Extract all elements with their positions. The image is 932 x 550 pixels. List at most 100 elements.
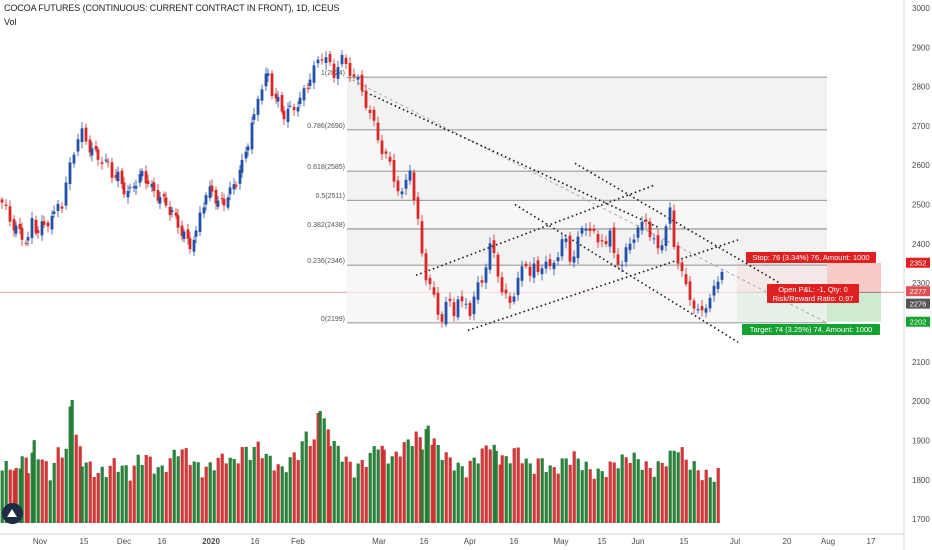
candle-body	[516, 277, 520, 296]
price-tick-label: 2700	[912, 122, 930, 131]
candle-body	[122, 182, 126, 195]
volume-bar	[104, 477, 108, 523]
volume-bar	[328, 445, 332, 523]
candle-body	[420, 221, 424, 254]
candle-body	[632, 239, 636, 243]
candle-body	[308, 79, 312, 86]
candle-body	[216, 200, 220, 207]
candle-body	[244, 151, 248, 159]
target-label: Target: 74 (3.25%) 74, Amount: 1000	[750, 325, 873, 334]
candle-body	[180, 225, 184, 236]
volume-bar	[60, 457, 64, 523]
stop-label: Stop: 76 (3.34%) 76, Amount: 1000	[752, 253, 869, 262]
fibonacci-retracement[interactable]: 1(2824)0.786(2690)0.618(2585)0.5(2511)0.…	[307, 70, 828, 324]
fib-level-label: 0.236(2346)	[307, 258, 345, 265]
candle-body	[596, 234, 600, 243]
price-tick-label: 2800	[912, 83, 930, 92]
volume-bar	[656, 461, 660, 523]
candle-body	[520, 266, 524, 281]
volume-bar	[232, 458, 236, 523]
volume-bar	[604, 477, 608, 523]
volume-bar	[452, 470, 456, 523]
volume-bar	[276, 464, 280, 523]
candle-body	[468, 303, 472, 316]
volume-label: Vol	[4, 17, 17, 27]
fib-level-label: 0(2199)	[321, 316, 345, 323]
candle-body	[94, 145, 98, 150]
candle-body	[652, 238, 656, 240]
volume-bar	[636, 459, 640, 523]
fib-level-label: 0.786(2690)	[307, 123, 345, 130]
dotted-trendline	[415, 184, 656, 277]
volume-bar	[100, 466, 104, 523]
volume-bar	[398, 456, 402, 523]
candle-body	[452, 302, 456, 317]
candle-body	[620, 264, 624, 266]
candle-body	[476, 282, 480, 300]
volume-bar	[372, 446, 376, 523]
volume-bar	[68, 406, 72, 523]
volume-bar	[264, 453, 268, 523]
candle-body	[282, 110, 286, 120]
candle-body	[404, 179, 408, 189]
time-tick-label: Aug	[821, 537, 835, 546]
candle-body	[576, 236, 580, 259]
volume-bar	[326, 429, 330, 523]
candle-body	[556, 257, 560, 262]
candle-body	[120, 170, 124, 184]
candle-body	[480, 280, 484, 283]
candle-body	[270, 73, 274, 96]
price-tick-label: 2000	[912, 397, 930, 406]
trendline-drawings[interactable]	[361, 89, 781, 343]
volume-bar	[96, 472, 100, 523]
candle-body	[30, 218, 34, 239]
candle-body	[372, 109, 376, 121]
volume-bar	[216, 457, 220, 523]
volume-bar	[380, 445, 384, 523]
volume-bar	[364, 466, 368, 523]
candle-body	[364, 90, 368, 108]
candle-body	[100, 162, 104, 164]
volume-bar	[520, 463, 524, 523]
candle-body	[592, 228, 596, 231]
volume-bar	[672, 450, 676, 523]
candle-body	[228, 187, 232, 195]
volume-bar	[316, 412, 320, 523]
candle-body	[68, 162, 72, 184]
candle-body	[412, 172, 416, 201]
volume-bar	[402, 442, 406, 523]
candle-body	[194, 230, 198, 237]
candle-body	[250, 122, 254, 150]
price-tick-label: 2400	[912, 240, 930, 249]
stop-label-box	[746, 252, 876, 263]
volume-bar	[394, 451, 398, 523]
volume-bar	[24, 457, 28, 523]
candle-body	[170, 210, 174, 212]
candle-body	[14, 225, 18, 234]
candle-body	[704, 308, 708, 313]
volume-bar	[620, 454, 624, 523]
candle-body	[24, 242, 28, 244]
candle-body	[624, 247, 628, 262]
price-tick-label: 3000	[912, 4, 930, 13]
volume-bar	[4, 460, 8, 523]
price-axis[interactable]: 3000290028002700260025002400230022002100…	[903, 0, 930, 550]
time-axis[interactable]: Nov 15 Dec 16 2020 16 Feb Mar 16 Apr 16 May 15 Jun 15 J…	[0, 533, 904, 546]
volume-bar	[664, 466, 668, 523]
candle-body	[204, 195, 208, 205]
candle-body	[428, 278, 432, 285]
volume-bar	[30, 452, 34, 523]
volume-bar	[56, 447, 60, 523]
candle-body	[636, 227, 640, 238]
volume-bar	[284, 472, 288, 523]
volume-bar	[494, 450, 498, 523]
volume-bar	[612, 462, 616, 523]
volume-bar	[716, 467, 720, 523]
candle-body	[380, 140, 384, 155]
candle-body	[584, 228, 588, 231]
candle-body	[116, 171, 120, 182]
candle-body	[324, 57, 328, 63]
tradingview-logo-icon[interactable]	[2, 503, 23, 524]
time-tick-label: May	[553, 537, 568, 546]
